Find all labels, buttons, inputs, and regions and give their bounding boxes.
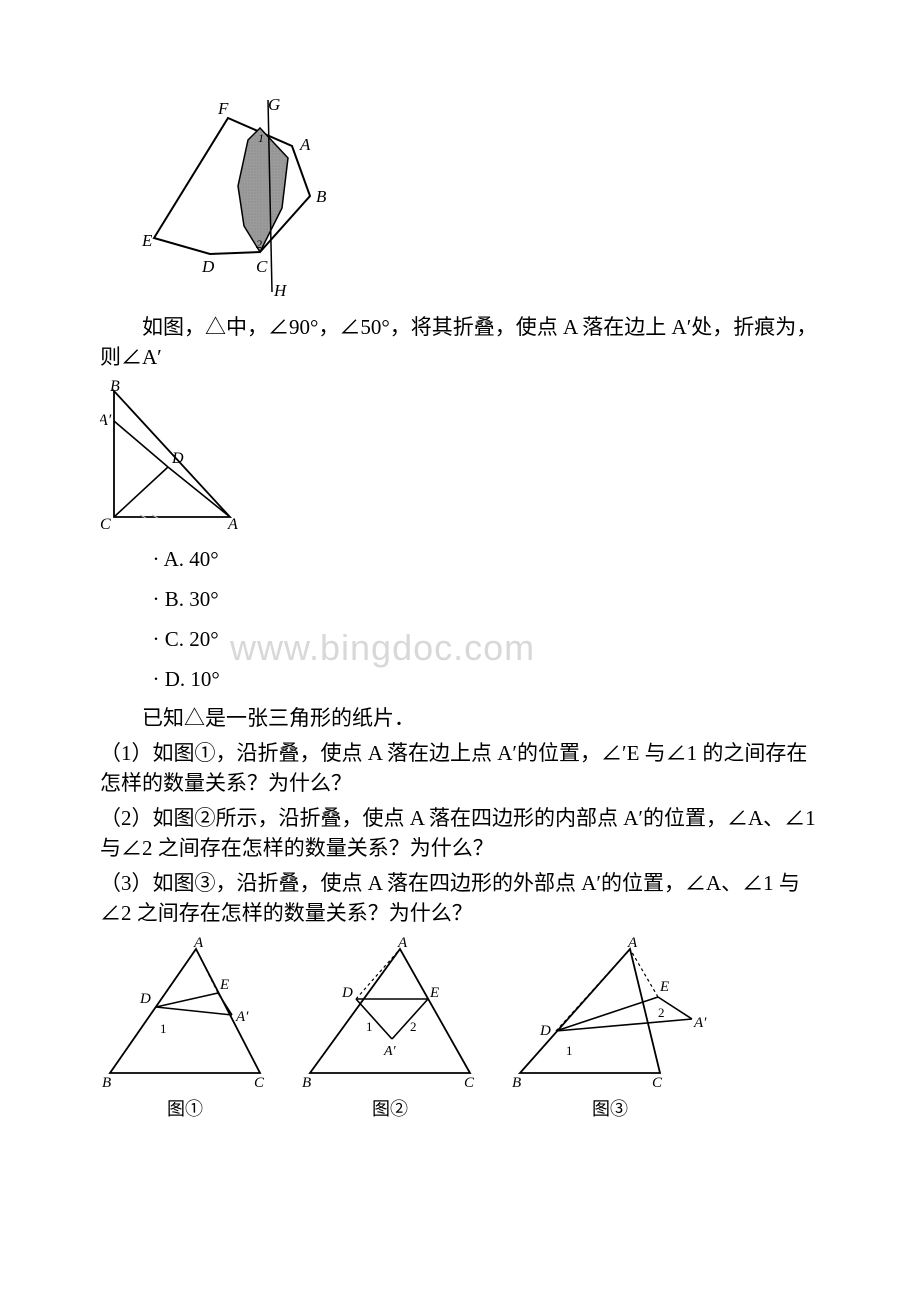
label-D2: D	[171, 450, 184, 467]
f3b-E: E	[429, 985, 439, 1001]
f3a-B: B	[102, 1075, 111, 1090]
figure3-row: A D E A′ 1 B C 图① A D E 1	[100, 935, 820, 1121]
label-C2: C	[100, 516, 111, 529]
question3-intro: 已知△是一张三角形的纸片．	[100, 703, 820, 733]
label-D: D	[201, 257, 215, 276]
label-B: B	[316, 187, 327, 206]
option-value: 30°	[189, 587, 218, 611]
f3c-2: 2	[658, 1005, 665, 1020]
f3c-B: B	[512, 1075, 521, 1090]
f3c-A: A	[627, 935, 638, 951]
page: 1 2 F G A B E D C H 如图，△中，∠90°，∠50°，将其折叠…	[0, 0, 920, 1181]
option-B: · B. 30°	[100, 580, 820, 620]
f3c-D: D	[539, 1023, 551, 1039]
label-G: G	[268, 96, 280, 114]
label-F: F	[217, 99, 229, 118]
label-B2: B	[110, 379, 120, 395]
f3c-1: 1	[566, 1043, 573, 1058]
option-value: 40°	[189, 547, 218, 571]
option-A: · A. 40°	[100, 540, 820, 580]
f3b-Ap: A′	[383, 1044, 397, 1059]
option-value: 10°	[190, 667, 219, 691]
figure3-panel-2: A D E 1 A′ 2 B C 图②	[300, 935, 480, 1121]
figure3-panel-1: A D E A′ 1 B C 图①	[100, 935, 270, 1121]
f3b-A: A	[397, 935, 408, 951]
figure-right-triangle: B A′ D C A	[100, 379, 820, 534]
option-letter: C.	[165, 627, 184, 651]
label-A2: A	[227, 516, 238, 529]
hexagon-svg: 1 2 F G A B E D C H	[140, 96, 350, 301]
option-D: · D. 10°	[100, 660, 820, 700]
figure3-label-2: 图②	[300, 1095, 480, 1121]
f3b-D: D	[341, 985, 353, 1001]
f3a-C: C	[254, 1075, 265, 1090]
option-letter: A.	[164, 547, 184, 571]
figure3-label-1: 图①	[100, 1095, 270, 1121]
f3a-A: A	[193, 935, 204, 951]
f3b-1: 1	[366, 1019, 373, 1034]
f3c-C: C	[652, 1075, 663, 1090]
figure3-panel-3: A D E 2 A′ 1 B C 图③	[510, 935, 710, 1121]
label-C: C	[256, 257, 268, 276]
question3-part1: （1）如图①，沿折叠，使点 A 落在边上点 A′的位置，∠′E 与∠1 的之间存…	[100, 738, 820, 799]
figure3-label-3: 图③	[510, 1095, 710, 1121]
label-1: 1	[258, 131, 264, 145]
f3c-E: E	[659, 979, 669, 995]
label-H: H	[273, 281, 288, 300]
label-E: E	[141, 231, 153, 250]
question3-part3: （3）如图③，沿折叠，使点 A 落在四边形的外部点 A′的位置，∠A、∠1 与∠…	[100, 868, 820, 929]
f3a-Ap: A′	[235, 1009, 249, 1025]
option-C: · C. 20° www.bingdoc.com	[100, 620, 820, 660]
f3a-D: D	[139, 991, 151, 1007]
f3b-2: 2	[410, 1019, 417, 1034]
f3b-C: C	[464, 1075, 475, 1090]
question3-part2: （2）如图②所示，沿折叠，使点 A 落在四边形的内部点 A′的位置，∠A、∠1 …	[100, 803, 820, 864]
bullet: ·	[153, 547, 160, 571]
f3b-B: B	[302, 1075, 311, 1090]
f3a-E: E	[219, 977, 229, 993]
right-triangle-svg: B A′ D C A	[100, 379, 250, 529]
bullet: ·	[153, 667, 160, 691]
f3c-Ap: A′	[693, 1015, 707, 1031]
f3a-1: 1	[160, 1021, 167, 1036]
label-2: 2	[256, 237, 262, 251]
option-value: 20°	[189, 627, 218, 651]
option-letter: B.	[165, 587, 184, 611]
figure-hexagon: 1 2 F G A B E D C H	[100, 96, 820, 306]
bullet: ·	[153, 627, 160, 651]
label-Aprime2: A′	[100, 412, 112, 429]
question2-text: 如图，△中，∠90°，∠50°，将其折叠，使点 A 落在边上 A′处，折痕为，则…	[100, 312, 820, 373]
bullet: ·	[153, 587, 160, 611]
label-A: A	[299, 135, 311, 154]
option-letter: D.	[165, 667, 185, 691]
